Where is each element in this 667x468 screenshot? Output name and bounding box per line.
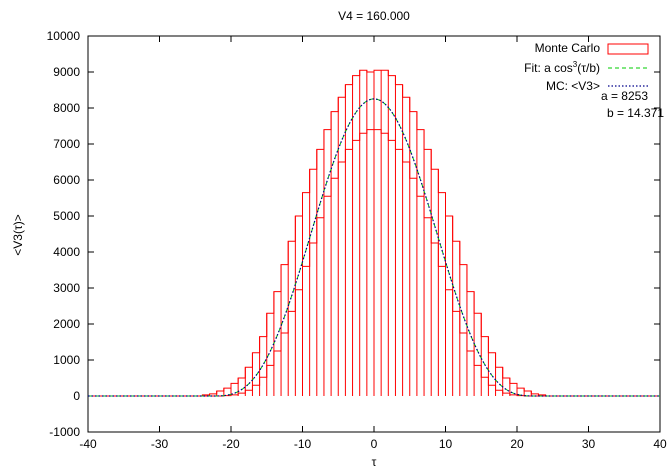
x-tick-label: -10 (294, 437, 312, 451)
x-tick-label: 10 (439, 437, 453, 451)
y-tick-label: 7000 (53, 137, 80, 151)
x-tick-label: -30 (151, 437, 169, 451)
x-tick-label: 40 (653, 437, 667, 451)
y-tick-label: -1000 (49, 425, 80, 439)
legend-label-mc-mean: MC: <V3> (546, 79, 600, 93)
y-tick-label: 8000 (53, 101, 80, 115)
fit-param-b: b = 14.371 (607, 106, 664, 120)
y-tick-label: 4000 (53, 245, 80, 259)
legend-label-monte-carlo: Monte Carlo (535, 41, 601, 55)
y-tick-label: 10000 (47, 29, 81, 43)
legend-swatch-monte-carlo (607, 43, 649, 55)
fit-param-a: a = 8253 (601, 89, 648, 103)
y-tick-label: 6000 (53, 173, 80, 187)
x-tick-label: -20 (222, 437, 240, 451)
y-tick-label: 1000 (53, 353, 80, 367)
y-tick-label: 2000 (53, 317, 80, 331)
x-tick-label: 30 (582, 437, 596, 451)
x-tick-label: 20 (510, 437, 524, 451)
chart-title: V4 = 160.000 (338, 9, 410, 23)
x-tick-label: -40 (79, 437, 97, 451)
tick-labels: -1000 0 1000 2000 3000 4000 5000 6000 7000 8000 90… (47, 29, 667, 451)
mc-mean-curve (88, 98, 660, 397)
y-tick-label: 5000 (53, 209, 80, 223)
y-tick-label: 3000 (53, 281, 80, 295)
legend-fit-exponent: 3 (573, 60, 578, 69)
y-tick-label: 9000 (53, 65, 80, 79)
y-axis-label: <V3(τ)> (11, 214, 25, 255)
legend-fit-suffix: (τ/b) (577, 61, 600, 75)
legend-label-fit: Fit: a cos3(τ/b) (524, 60, 600, 75)
axes (87, 35, 661, 433)
y-tick-label: 0 (73, 389, 80, 403)
x-axis-label: τ (372, 455, 377, 468)
legend: Monte Carlo Fit: a cos3(τ/b) MC: <V3> (524, 41, 649, 93)
legend-fit-prefix: Fit: a cos (524, 61, 573, 75)
x-tick-label: 0 (371, 437, 378, 451)
plot-area (88, 69, 660, 397)
